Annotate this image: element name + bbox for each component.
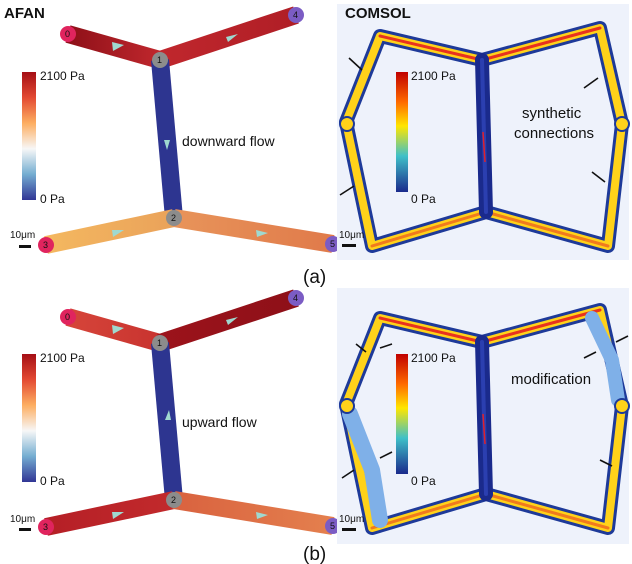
- node-1: [152, 335, 168, 351]
- node-label: 0: [65, 312, 70, 322]
- flow-arrow-icon: [165, 410, 171, 420]
- node-0: [60, 309, 76, 325]
- segment-2-5: [172, 209, 335, 253]
- colorbar-min-label: 0 Pa: [40, 192, 65, 206]
- afan-network-a: 0 1 2 3 4 5: [38, 6, 341, 254]
- node-4: [288, 7, 304, 23]
- annotation-label: synthetic connections: [514, 105, 594, 142]
- junction: [339, 398, 355, 414]
- flow-arrow-icon: [256, 230, 268, 237]
- segment-1-2: [151, 59, 183, 219]
- colorbar-max-label: 2100 Pa: [411, 69, 456, 83]
- junction: [614, 398, 630, 414]
- scale-bar-label: 10μm: [10, 230, 35, 241]
- flow-arrow-icon: [482, 413, 486, 445]
- flow-direction-label: upward flow: [182, 414, 258, 430]
- flow-arrow-icon: [482, 131, 486, 163]
- afan-title: AFAN: [4, 5, 45, 22]
- colorbar-min-label: 0 Pa: [40, 474, 65, 488]
- arrow-icon: [599, 459, 613, 467]
- colorbar-afan-a: [22, 72, 36, 200]
- annotation-text-line-2: connections: [514, 125, 594, 142]
- scale-bar: [342, 528, 356, 531]
- arrow-icon: [355, 343, 367, 353]
- node-2: [166, 210, 182, 226]
- pointer-arrows-a: [339, 57, 606, 196]
- flow-arrow-icon: [112, 325, 124, 334]
- flow-arrow-icon: [112, 42, 124, 51]
- arrow-icon: [591, 171, 606, 183]
- node-4: [288, 290, 304, 306]
- node-label: 4: [293, 10, 298, 20]
- node-label: 1: [157, 55, 162, 65]
- colorbar-max-label: 2100 Pa: [40, 69, 85, 83]
- arrow-icon: [339, 185, 355, 196]
- node-label: 3: [43, 522, 48, 532]
- scale-bar-label: 10μm: [339, 230, 364, 241]
- colorbar-comsol-a: [396, 72, 408, 192]
- flow-arrow-icon: [226, 317, 238, 325]
- panel-a: AFAN 0 1 2 3 4 5 2 1: [4, 4, 630, 288]
- flow-direction-label: downward flow: [182, 133, 275, 149]
- node-label: 4: [293, 293, 298, 303]
- arrow-icon: [341, 469, 355, 479]
- node-1: [152, 52, 168, 68]
- panel-caption-b: (b): [303, 544, 326, 564]
- arrow-icon: [379, 451, 393, 459]
- arrow-icon: [583, 351, 597, 359]
- segment-3-2: [44, 491, 176, 536]
- pointer-arrows-b: [341, 335, 629, 479]
- scale-bar-label: 10μm: [10, 514, 35, 525]
- scale-bar: [342, 244, 356, 247]
- node-0: [60, 26, 76, 42]
- flow-arrow-icon: [112, 230, 124, 237]
- node-3: [38, 237, 54, 253]
- segment-2-5: [172, 491, 335, 535]
- segment-3-2: [44, 209, 176, 254]
- arrow-icon: [348, 57, 363, 71]
- node-label: 2: [171, 213, 176, 223]
- arrow-icon: [583, 77, 599, 89]
- node-label: 5: [330, 239, 335, 249]
- colorbar-min-label: 0 Pa: [411, 192, 436, 206]
- panel-b: 0 1 2 3 4 5 2100 Pa 0 Pa upward flow 10μ…: [10, 288, 630, 564]
- scale-bar: [19, 528, 31, 531]
- flow-arrow-icon: [226, 34, 238, 42]
- colorbar-min-label: 0 Pa: [411, 474, 436, 488]
- annotation-label: modification: [511, 371, 591, 388]
- flow-arrow-icon: [112, 512, 124, 519]
- afan-network-b: 0 1 2 3 4 5: [38, 289, 341, 536]
- node-label: 1: [157, 338, 162, 348]
- scale-bar: [19, 245, 31, 248]
- colorbar-max-label: 2100 Pa: [411, 351, 456, 365]
- junction: [614, 116, 630, 132]
- arrow-icon: [615, 335, 629, 343]
- arrow-icon: [379, 343, 393, 349]
- colorbar-comsol-b: [396, 354, 408, 474]
- flow-arrow-icon: [256, 512, 268, 519]
- scale-bar-label: 10μm: [339, 514, 364, 525]
- node-2: [166, 492, 182, 508]
- node-label: 3: [43, 240, 48, 250]
- comsol-title: COMSOL: [345, 5, 411, 22]
- annotation-text: synthetic: [522, 105, 582, 122]
- flow-arrow-icon: [164, 140, 170, 150]
- colorbar-max-label: 2100 Pa: [40, 351, 85, 365]
- panel-caption-a: (a): [303, 267, 326, 288]
- colorbar-afan-b: [22, 354, 36, 482]
- segment-1-2: [151, 342, 183, 501]
- node-3: [38, 519, 54, 535]
- node-label: 2: [171, 495, 176, 505]
- node-label: 0: [65, 29, 70, 39]
- junction: [339, 116, 355, 132]
- node-label: 5: [330, 521, 335, 531]
